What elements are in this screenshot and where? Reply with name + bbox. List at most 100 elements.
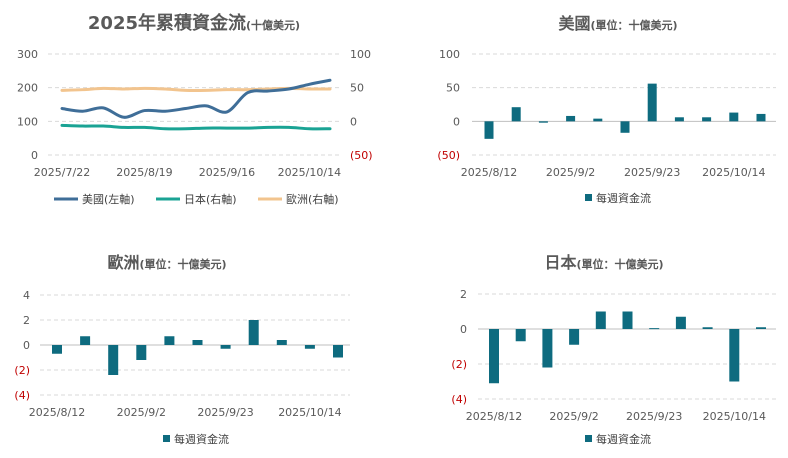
us-bar: [484, 121, 494, 139]
europe-bar: [80, 336, 91, 345]
us-bar: [566, 115, 576, 122]
japan-bar: [515, 329, 526, 342]
europe-bar: [52, 345, 62, 354]
us-chart-title-unit: (單位：十億美元): [590, 18, 677, 32]
left-axis-tick-label: 200: [17, 82, 38, 95]
europe-y-tick-label: (2): [14, 364, 30, 377]
us-bar: [538, 121, 548, 123]
europe-y-tick-label: 0: [23, 339, 30, 352]
us-x-tick-label: 2025/8/12: [461, 166, 517, 179]
x-axis-tick-label: 2025/8/19: [116, 166, 172, 179]
us-y-tick-label: (50): [437, 149, 460, 162]
us-legend-label: 每週資金流: [596, 191, 651, 205]
left-axis-tick-label: 0: [31, 149, 38, 162]
japan-x-tick-label: 2025/10/14: [703, 410, 766, 423]
europe-chart-legend: 每週資金流: [163, 432, 229, 446]
europe-bar: [164, 336, 175, 345]
japan-chart-title-unit: (單位：十億美元): [576, 257, 663, 271]
us-bar: [647, 83, 657, 122]
cumulative-flow-chart: 2025年累積資金流(十億美元) 0 100 200 300 (50) 0 50 100 2…: [17, 12, 373, 206]
japan-x-tick-label: 2025/9/23: [626, 410, 682, 423]
japan-bar: [622, 311, 633, 329]
us-x-tick-label: 2025/9/2: [546, 166, 595, 179]
x-axis-tick-label: 2025/10/14: [278, 166, 341, 179]
legend-item-europe: 歐洲(右軸): [258, 192, 339, 206]
europe-chart-plot: (4) (2) 0 2 4 2025/8/12 2025/9/2 2025/9/23 2025/…: [14, 289, 350, 419]
japan-y-tick-label: (2): [451, 358, 467, 371]
us-weekly-flow-chart: 美國(單位：十億美元) (50) 0 50 100 2025/8/12 2025/9/2 2…: [437, 14, 776, 205]
japan-bar: [489, 329, 499, 384]
europe-x-tick-label: 2025/9/23: [197, 406, 253, 419]
europe-bar: [220, 345, 231, 349]
europe-chart-title: 歐洲: [107, 253, 139, 272]
europe-x-tick-label: 2025/9/2: [117, 406, 166, 419]
svg-text:2025年累積資金流(十億美元): 2025年累積資金流(十億美元): [88, 12, 300, 34]
cumulative-chart-gridlines: [48, 53, 342, 156]
japan-bar: [675, 316, 686, 329]
legend-item-us: 美國(左軸): [54, 192, 135, 206]
legend-label-japan: 日本(右軸): [184, 192, 237, 206]
japan-bar: [649, 328, 660, 330]
europe-x-tick-label: 2025/10/14: [278, 406, 341, 419]
cumulative-chart-right-axis: (50) 0 50 100: [350, 48, 373, 162]
series-line-japan: [60, 123, 332, 131]
japan-chart-plot: (4) (2) 0 2 2025/8/12 2025/9/2 2025/9/23 2025/1…: [451, 288, 776, 423]
right-axis-tick-label: 0: [350, 115, 357, 128]
europe-bar: [192, 340, 203, 345]
legend-item-japan: 日本(右軸): [156, 192, 237, 206]
series-line-us: [60, 78, 332, 119]
cumulative-chart-left-axis: 0 100 200 300: [17, 48, 38, 162]
us-chart-title: 美國: [558, 14, 590, 33]
x-axis-tick-label: 2025/9/16: [199, 166, 255, 179]
europe-y-tick-label: 2: [23, 314, 30, 327]
japan-bar: [702, 327, 713, 329]
us-bar: [702, 117, 712, 122]
us-bar: [756, 113, 766, 122]
europe-weekly-flow-chart: 歐洲(單位：十億美元) (4) (2) 0 2 4 2025/8/12 2025/9/2 20…: [14, 253, 350, 446]
europe-bar: [333, 345, 343, 358]
europe-bar: [304, 345, 315, 349]
europe-y-tick-label: (4): [14, 389, 30, 402]
us-y-tick-label: 0: [453, 115, 460, 128]
us-bar: [674, 117, 684, 122]
japan-bar: [595, 311, 606, 329]
japan-chart-title: 日本: [544, 253, 576, 272]
svg-text:歐洲(單位：十億美元): 歐洲(單位：十億美元): [107, 253, 226, 272]
right-axis-tick-label: 100: [350, 48, 371, 61]
japan-y-tick-label: (4): [451, 393, 467, 406]
japan-legend-swatch: [585, 435, 592, 442]
x-axis-tick-label: 2025/7/22: [34, 166, 90, 179]
europe-bar: [276, 340, 287, 345]
us-chart-legend: 每週資金流: [585, 191, 651, 205]
right-axis-tick-label: 50: [350, 82, 364, 95]
legend-label-us: 美國(左軸): [82, 192, 135, 206]
europe-legend-swatch: [163, 435, 170, 442]
japan-bar: [756, 327, 766, 329]
europe-bar: [136, 345, 147, 360]
cumulative-chart-legend: 美國(左軸) 日本(右軸) 歐洲(右軸): [54, 192, 339, 206]
europe-bar: [248, 320, 259, 345]
svg-text:美國(單位：十億美元): 美國(單位：十億美元): [558, 14, 677, 33]
europe-x-tick-label: 2025/8/12: [29, 406, 85, 419]
us-bar: [620, 121, 630, 133]
us-chart-plot: (50) 0 50 100 2025/8/12 2025/9/2 2025/9/23 2025…: [437, 48, 776, 179]
us-bar: [729, 112, 739, 122]
left-axis-tick-label: 100: [17, 115, 38, 128]
us-y-tick-label: 50: [446, 82, 460, 95]
cumulative-chart-title: 2025年累積資金流: [88, 12, 246, 34]
us-bar: [593, 118, 603, 122]
cumulative-chart-title-unit: (十億美元): [246, 18, 300, 32]
us-legend-swatch: [585, 194, 592, 201]
cumulative-chart-series: [60, 78, 332, 131]
japan-y-tick-label: 2: [460, 288, 467, 301]
us-bar: [511, 107, 521, 122]
japan-y-tick-label: 0: [460, 323, 467, 336]
japan-x-tick-label: 2025/8/12: [466, 410, 522, 423]
europe-legend-label: 每週資金流: [174, 432, 229, 446]
japan-bar: [729, 329, 740, 382]
us-x-tick-label: 2025/10/14: [702, 166, 765, 179]
europe-bar: [108, 345, 119, 375]
us-x-tick-label: 2025/9/23: [624, 166, 680, 179]
japan-bar: [542, 329, 553, 368]
japan-weekly-flow-chart: 日本(單位：十億美元) (4) (2) 0 2 2025/8/12 2025/9/2 202…: [451, 253, 776, 446]
